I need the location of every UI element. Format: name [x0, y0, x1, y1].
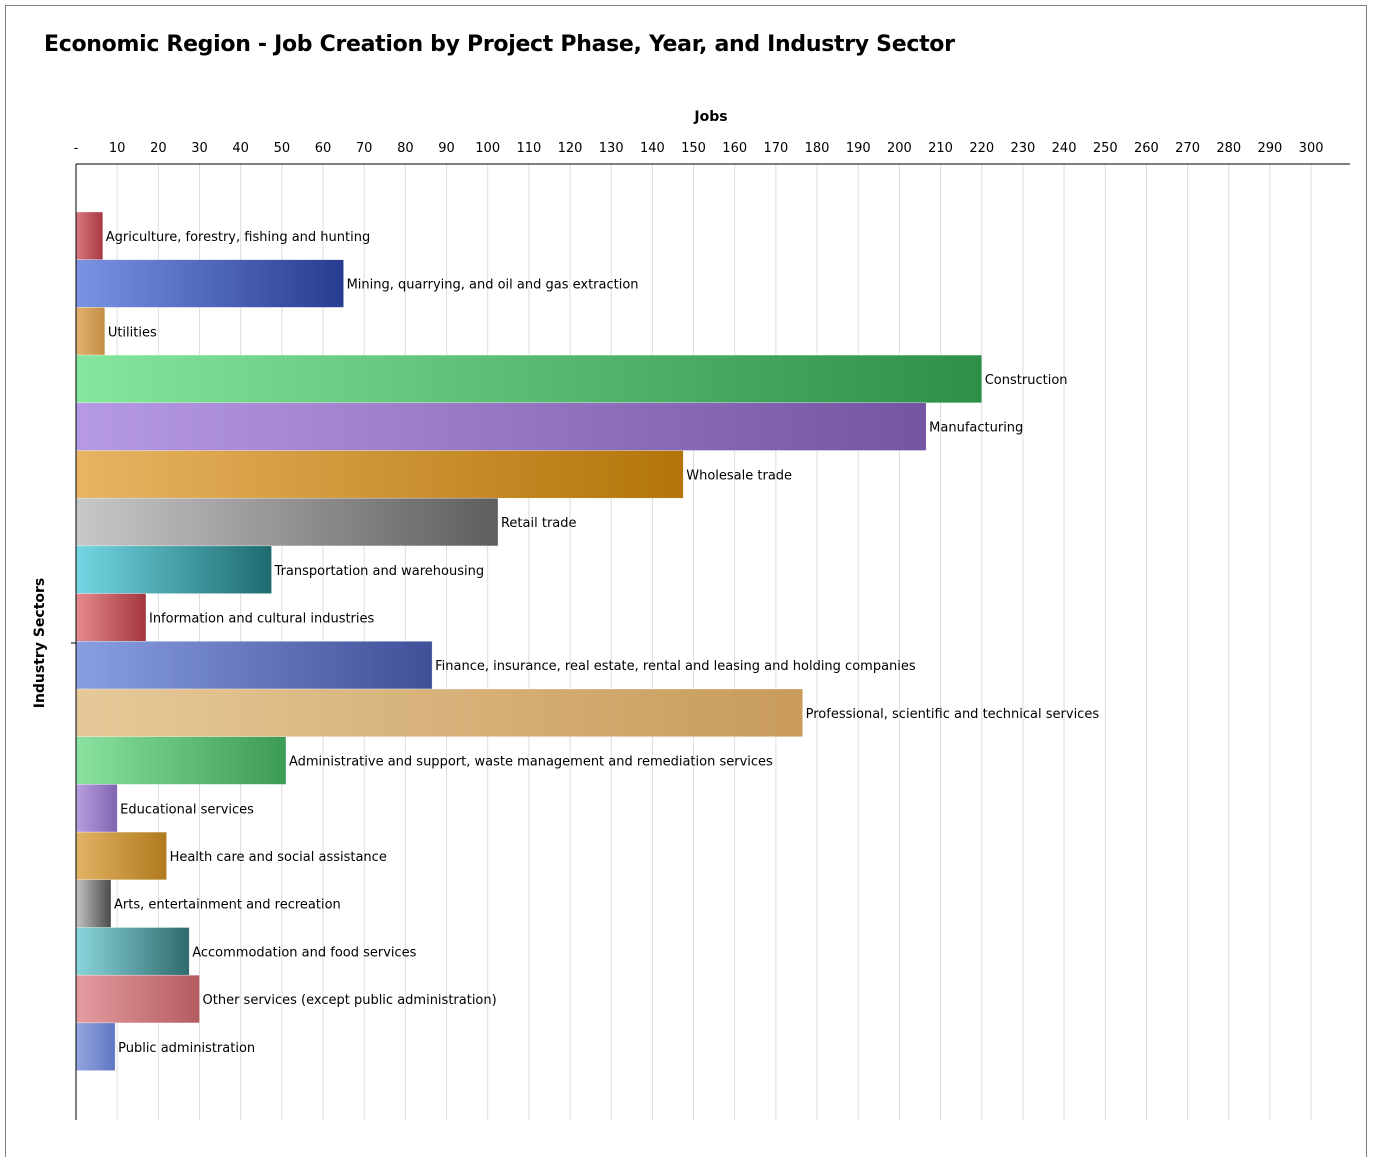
bar[interactable]: [75, 974, 200, 1024]
bar[interactable]: [75, 354, 982, 404]
bar-label: Other services (except public administra…: [203, 993, 497, 1008]
x-tick-label: 210: [928, 141, 953, 156]
x-tick-label: 250: [1093, 141, 1118, 156]
bar-label: Educational services: [120, 802, 254, 817]
bar-label: Accommodation and food services: [192, 945, 416, 960]
x-tick-label: 130: [599, 141, 624, 156]
bar[interactable]: [75, 1022, 116, 1071]
x-tick-label: 30: [191, 141, 208, 156]
x-tick-label: 100: [475, 141, 500, 156]
bar[interactable]: [75, 927, 190, 976]
x-tick-label: 190: [846, 141, 871, 156]
x-tick-label: 270: [1175, 141, 1200, 156]
x-tick-label: 110: [516, 141, 541, 156]
x-tick-label: 180: [805, 141, 830, 156]
x-tick-label: 120: [558, 141, 583, 156]
x-tick-label: 160: [722, 141, 747, 156]
bar-label: Professional, scientific and technical s…: [806, 707, 1100, 722]
x-tick-label: 150: [681, 141, 706, 156]
bar[interactable]: [75, 497, 499, 547]
x-tick-label: 60: [315, 141, 332, 156]
x-tick-label: 280: [1216, 141, 1241, 156]
bar[interactable]: [75, 211, 104, 260]
x-tick-label: 200: [887, 141, 912, 156]
bar[interactable]: [75, 402, 927, 451]
bar[interactable]: [75, 545, 272, 594]
bar-label: Public administration: [118, 1041, 255, 1056]
x-axis-label: Jobs: [693, 109, 727, 125]
bar-label: Manufacturing: [929, 421, 1023, 436]
x-tick-label: 80: [397, 141, 414, 156]
bar-label: Retail trade: [501, 516, 577, 531]
x-tick-label: 290: [1258, 141, 1283, 156]
bar[interactable]: [75, 688, 803, 737]
y-axis: [71, 164, 77, 1120]
x-tick-label: 50: [274, 141, 291, 156]
bar-label: Wholesale trade: [686, 468, 792, 483]
bar-label: Information and cultural industries: [149, 611, 375, 626]
y-axis-label: Industry Sectors: [32, 578, 48, 709]
x-tick-label: 230: [1010, 141, 1035, 156]
x-tick-label: 240: [1052, 141, 1077, 156]
bar[interactable]: [75, 450, 684, 499]
bar-label: Arts, entertainment and recreation: [114, 898, 341, 913]
x-tick-label: 70: [356, 141, 373, 156]
x-tick-label: 140: [640, 141, 665, 156]
bar-label: Agriculture, forestry, fishing and hunti…: [106, 230, 370, 245]
bar-label: Transportation and warehousing: [274, 564, 485, 579]
bar-label: Finance, insurance, real estate, rental …: [435, 659, 916, 674]
bar[interactable]: [75, 784, 118, 833]
bar-label: Health care and social assistance: [170, 850, 387, 865]
bar[interactable]: [75, 307, 106, 356]
chart-title: Economic Region - Job Creation by Projec…: [44, 32, 955, 57]
x-tick-label: 220: [969, 141, 994, 156]
bar[interactable]: [75, 736, 287, 785]
bar[interactable]: [75, 641, 433, 690]
x-tick-label: 10: [109, 141, 126, 156]
x-tick-label: 90: [438, 141, 455, 156]
bars: Agriculture, forestry, fishing and hunti…: [75, 211, 1100, 1071]
x-tick-label: 20: [150, 141, 167, 156]
bar-label: Administrative and support, waste manage…: [289, 755, 773, 770]
bar[interactable]: [75, 879, 112, 928]
x-tick-label: 260: [1134, 141, 1159, 156]
x-tick-label: -: [74, 141, 79, 156]
bar[interactable]: [75, 593, 147, 642]
bar[interactable]: [75, 831, 167, 881]
x-tick-label: 300: [1299, 141, 1324, 156]
x-tick-label: 40: [232, 141, 249, 156]
bar[interactable]: [75, 259, 344, 308]
x-tick-label: 170: [763, 141, 788, 156]
bar-label: Mining, quarrying, and oil and gas extra…: [347, 278, 639, 293]
bar-label: Utilities: [108, 325, 157, 340]
bar-label: Construction: [985, 373, 1068, 388]
x-axis: - 10 20 30 40 50 60 70 80 90 100 110 120 130 140 150 160…: [74, 141, 1350, 165]
